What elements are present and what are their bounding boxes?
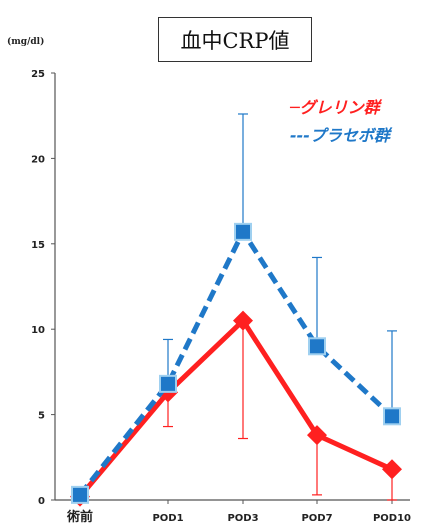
chart-title-text: 血中CRP値	[180, 28, 290, 53]
legend-text-ghrelin: ─グレリン群	[290, 98, 380, 117]
chart-title: 血中CRP値	[158, 17, 312, 62]
y-tick-label-20: 20	[31, 154, 45, 165]
placebo-point-0	[71, 485, 89, 504]
x-tick-label-3: POD7	[301, 513, 332, 524]
x-tick-label-2: POD3	[227, 513, 258, 524]
x-tick-label-1: POD1	[152, 513, 183, 524]
placebo-point-1	[159, 374, 177, 393]
placebo-series-line	[78, 229, 394, 497]
ghrelin-point-2	[233, 310, 253, 331]
placebo-point-3	[308, 337, 326, 356]
ghrelin-point-3	[307, 425, 327, 446]
y-axis-unit: (mg/dl)	[7, 37, 45, 47]
placebo-point-2	[234, 222, 252, 241]
y-tick-label-15: 15	[31, 240, 45, 251]
legend-text-placebo: ---プラセボ群	[290, 126, 390, 145]
placebo-point-4	[383, 407, 401, 426]
legend-item-placebo: ---プラセボ群	[290, 120, 390, 148]
y-tick-label-25: 25	[31, 69, 45, 80]
legend-item-ghrelin: ─グレリン群	[290, 92, 390, 120]
y-tick-label-5: 5	[38, 411, 45, 422]
ghrelin-series-line	[78, 318, 394, 499]
legend: ─グレリン群 ---プラセボ群	[290, 92, 390, 148]
y-tick-label-10: 10	[31, 325, 45, 336]
y-tick-label-0: 0	[38, 496, 45, 507]
x-tick-label-4: POD10	[373, 513, 411, 524]
ghrelin-point-4	[382, 459, 402, 480]
x-tick-label-0: 術前	[66, 509, 93, 525]
